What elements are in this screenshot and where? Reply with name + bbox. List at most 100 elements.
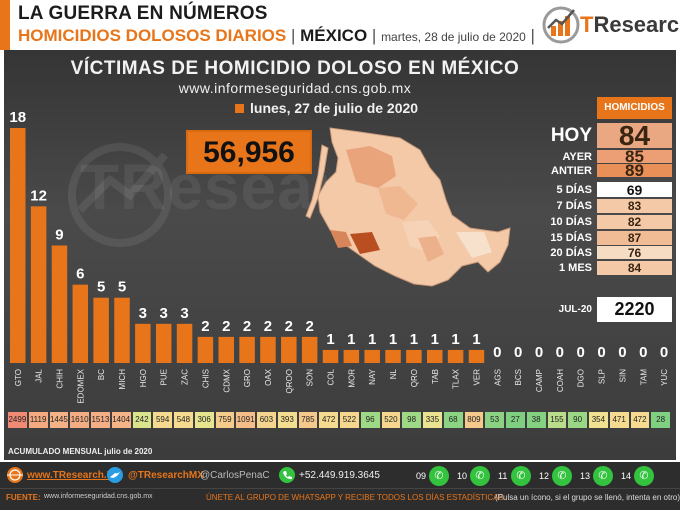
category-label: CDMX xyxy=(222,368,231,392)
footer-cta-note: (Pulsa un ícono, si el grupo se llenó, i… xyxy=(495,493,680,502)
category-label: TLAX xyxy=(452,368,461,389)
category-label: GRO xyxy=(243,369,252,387)
header-subtitle-main: HOMICIDIOS DOLOSOS DIARIOS xyxy=(18,26,287,45)
chart-title: VÍCTIMAS DE HOMICIDIO DOLOSO EN MÉXICO xyxy=(70,58,520,79)
summary-label: AYER xyxy=(562,151,592,163)
summary-row: ANTIER 89 xyxy=(517,162,672,179)
whatsapp-icon[interactable]: ✆ xyxy=(634,466,654,486)
category-label: GTO xyxy=(14,369,23,386)
monthly-cell: 785 xyxy=(298,412,318,428)
bar-value-label: 1 xyxy=(347,331,355,348)
monthly-cell: 472 xyxy=(630,412,650,428)
logo-research: Research xyxy=(593,12,680,37)
monthly-cell: 393 xyxy=(277,412,297,428)
monthly-cell: 28 xyxy=(651,412,670,428)
monthly-cell: 155 xyxy=(547,412,567,428)
tresearch-logo: TResearch xyxy=(540,4,680,46)
category-label: DGO xyxy=(577,369,586,387)
bar-value-label: 1 xyxy=(451,331,459,348)
monthly-cell: 548 xyxy=(174,412,193,428)
footer-phone[interactable]: +52.449.919.3645 xyxy=(299,470,380,481)
whatsapp-icon[interactable]: ✆ xyxy=(552,466,572,486)
summary-value: 87 xyxy=(597,231,672,245)
monthly-cell: 98 xyxy=(402,412,421,428)
bar-tlax xyxy=(447,349,464,363)
monthly-cell: 522 xyxy=(340,412,359,428)
monthly-cell: 759 xyxy=(215,412,235,428)
bar-value-label: 6 xyxy=(76,266,84,283)
bar-chih xyxy=(51,245,68,363)
footer-site-link[interactable]: www.TResearch.Mx xyxy=(27,470,121,481)
bar-value-label: 5 xyxy=(118,279,126,296)
bar-cdmx xyxy=(218,336,234,363)
header-separator: | xyxy=(525,26,535,45)
bar-value-label: 0 xyxy=(493,344,501,361)
category-label: QRO xyxy=(410,369,419,387)
category-label: ZAC xyxy=(181,369,190,385)
monthly-cell: 53 xyxy=(485,412,504,428)
whatsapp-icon[interactable]: ✆ xyxy=(429,466,449,486)
bar-jal xyxy=(30,206,47,363)
bar-value-label: 9 xyxy=(55,227,63,244)
bar-gto xyxy=(10,128,26,363)
category-label: MICH xyxy=(118,369,127,390)
bar-value-label: 0 xyxy=(535,344,543,361)
monthly-cell: 96 xyxy=(360,412,380,428)
globe-icon xyxy=(7,467,23,483)
monthly-cell: 472 xyxy=(319,412,338,428)
whatsapp-icon[interactable]: ✆ xyxy=(511,466,531,486)
category-label: BCS xyxy=(514,369,523,385)
footer-twitter-link[interactable]: @TResearchMX xyxy=(128,470,204,481)
monthly-cell: 603 xyxy=(257,412,276,428)
bar-tab xyxy=(427,349,443,363)
summary-label: 7 DÍAS xyxy=(556,200,592,212)
bar-mor xyxy=(343,349,360,363)
bar-qro xyxy=(406,349,422,363)
bars-layer: 18GTO12JAL9CHIH6EDOMEX5BC5MICH3HGO3PUE3Z… xyxy=(9,109,669,404)
bar-value-label: 0 xyxy=(597,344,605,361)
phone-icon xyxy=(279,467,295,483)
summary-row: 7 DÍAS 83 xyxy=(517,199,672,214)
category-label: YUC xyxy=(660,369,669,386)
category-label: TAM xyxy=(639,369,648,386)
summary-label: 1 MES xyxy=(558,262,592,274)
footer-source[interactable]: www.informeseguridad.cns.gob.mx xyxy=(44,493,153,500)
whatsapp-icon[interactable]: ✆ xyxy=(593,466,613,486)
bar-nl xyxy=(385,349,401,363)
category-label: HGO xyxy=(139,369,148,387)
footer-bottom xyxy=(0,488,680,510)
bar-value-label: 2 xyxy=(243,318,251,335)
category-label: CHIH xyxy=(55,369,64,389)
summary-label: HOY xyxy=(550,125,592,146)
monthly-cell: 1119 xyxy=(28,412,48,428)
bar-bc xyxy=(93,297,109,363)
bar-value-label: 1 xyxy=(410,331,418,348)
summary-value: 83 xyxy=(597,199,672,213)
summary-month-label: JUL-20 xyxy=(558,304,592,315)
bar-chis xyxy=(197,336,214,363)
category-label: SON xyxy=(306,369,315,387)
whatsapp-group-number: 12 xyxy=(539,471,550,481)
category-label: JAL xyxy=(35,368,44,382)
bar-value-label: 2 xyxy=(305,318,313,335)
bar-value-label: 0 xyxy=(660,344,668,361)
summary-row: HOY 84 xyxy=(517,122,672,150)
summary-value: 84 xyxy=(597,261,672,275)
footer-handle[interactable]: @CarlosPenaC xyxy=(200,470,270,481)
bar-oax xyxy=(260,336,276,363)
bar-value-label: 5 xyxy=(97,279,105,296)
bar-value-label: 1 xyxy=(431,331,439,348)
bar-value-label: 2 xyxy=(285,318,293,335)
summary-header: HOMICIDIOS xyxy=(597,97,672,119)
watermark-icon xyxy=(68,143,172,247)
header-title: LA GUERRA EN NÚMEROS xyxy=(18,3,268,24)
whatsapp-group-number: 13 xyxy=(580,471,591,481)
summary-value: 82 xyxy=(597,215,672,229)
bar-son xyxy=(301,336,318,363)
monthly-cell: 306 xyxy=(194,412,214,428)
whatsapp-icon[interactable]: ✆ xyxy=(470,466,490,486)
category-label: COL xyxy=(327,368,336,385)
bar-value-label: 2 xyxy=(222,318,230,335)
bar-value-label: 3 xyxy=(160,305,168,322)
